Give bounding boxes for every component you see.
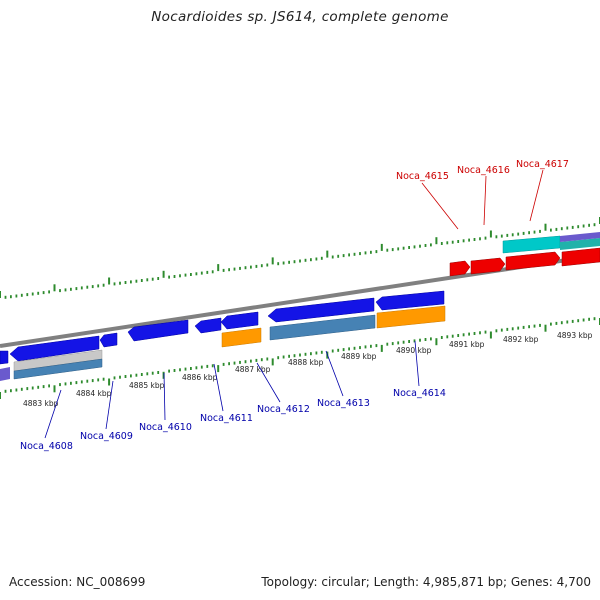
gene-label-noca-4608[interactable]: Noca_4608 — [20, 441, 73, 452]
kbp-label: 4891 kbp — [449, 340, 485, 349]
forward-gene-callouts — [421, 169, 544, 230]
genome-summary: Topology: circular; Length: 4,985,871 bp… — [261, 575, 591, 589]
gene-arrow-noca-4616[interactable] — [470, 257, 506, 275]
kbp-label: 4892 kbp — [503, 335, 539, 344]
gene-label-noca-4612[interactable]: Noca_4612 — [257, 404, 310, 415]
purple-feature — [560, 232, 600, 242]
gene-arrow-noca-4610[interactable] — [127, 319, 189, 342]
orange-feature — [221, 327, 262, 348]
gene-arrow-noca-4611[interactable] — [194, 317, 222, 334]
callout-line — [163, 372, 166, 421]
steelblue-feature — [269, 314, 376, 341]
gene-label-noca-4614[interactable]: Noca_4614 — [393, 388, 446, 399]
purple-feature — [0, 367, 10, 381]
kbp-label: 4888 kbp — [288, 358, 324, 367]
gene-arrow-noca-4608[interactable] — [9, 335, 100, 362]
gene-label-noca-4617[interactable]: Noca_4617 — [516, 159, 569, 170]
forward-gene-labels: Noca_4615 Noca_4616 Noca_4617 — [396, 159, 569, 182]
callout-line — [213, 363, 224, 412]
gene-arrow-noca-4615[interactable] — [449, 260, 471, 277]
reverse-genes — [0, 290, 445, 365]
gene-label-noca-4611[interactable]: Noca_4611 — [200, 413, 253, 424]
kbp-label: 4886 kbp — [182, 373, 218, 382]
callout-line — [483, 175, 487, 226]
map-title: Nocardioides sp. JS614, complete genome — [151, 9, 449, 25]
gene-label-noca-4615[interactable]: Noca_4615 — [396, 171, 449, 182]
orange-feature — [376, 305, 446, 329]
cyan-feature — [502, 235, 561, 254]
forward-genes — [449, 247, 600, 277]
reverse-features — [0, 305, 446, 381]
gene-label-noca-4610[interactable]: Noca_4610 — [139, 422, 192, 433]
kbp-label: 4890 kbp — [396, 346, 432, 355]
gene-arrow-noca-4617[interactable] — [505, 251, 561, 271]
steelblue-feature — [13, 358, 103, 380]
reverse-gene-labels: Noca_4608 Noca_4609 Noca_4610 Noca_4611 … — [20, 388, 446, 452]
callout-line — [414, 340, 420, 387]
callout-line — [421, 182, 459, 230]
accession-label: Accession: NC_008699 — [9, 575, 146, 589]
gene-arrow-noca-4612[interactable] — [220, 311, 259, 330]
gene-label-noca-4609[interactable]: Noca_4609 — [80, 431, 133, 442]
callout-line — [325, 350, 344, 397]
kbp-label: 4884 kbp — [76, 389, 112, 398]
gene-label-noca-4616[interactable]: Noca_4616 — [457, 165, 510, 176]
kbp-label: 4887 kbp — [235, 365, 271, 374]
gene-arrow[interactable] — [0, 350, 9, 365]
callout-line — [256, 362, 281, 403]
kbp-label: 4885 kbp — [129, 381, 165, 390]
callout-line — [105, 380, 114, 430]
kbp-scale-labels: 4883 kbp 4884 kbp 4885 kbp 4886 kbp 4887… — [23, 331, 593, 408]
callout-line — [44, 389, 62, 439]
gene-label-noca-4613[interactable]: Noca_4613 — [317, 398, 370, 409]
gene-arrow[interactable] — [561, 247, 600, 267]
kbp-label: 4883 kbp — [23, 399, 59, 408]
forward-features — [502, 232, 600, 254]
reverse-tick-track — [0, 317, 600, 399]
kbp-label: 4893 kbp — [557, 331, 593, 340]
gene-arrow-noca-4613[interactable] — [267, 297, 375, 323]
kbp-label: 4889 kbp — [341, 352, 377, 361]
reverse-gene-callouts — [44, 340, 420, 439]
gene-arrow-noca-4609[interactable] — [99, 332, 118, 348]
forward-tick-track — [0, 217, 600, 299]
gene-arrow-noca-4614[interactable] — [375, 290, 445, 311]
callout-line — [529, 169, 544, 222]
